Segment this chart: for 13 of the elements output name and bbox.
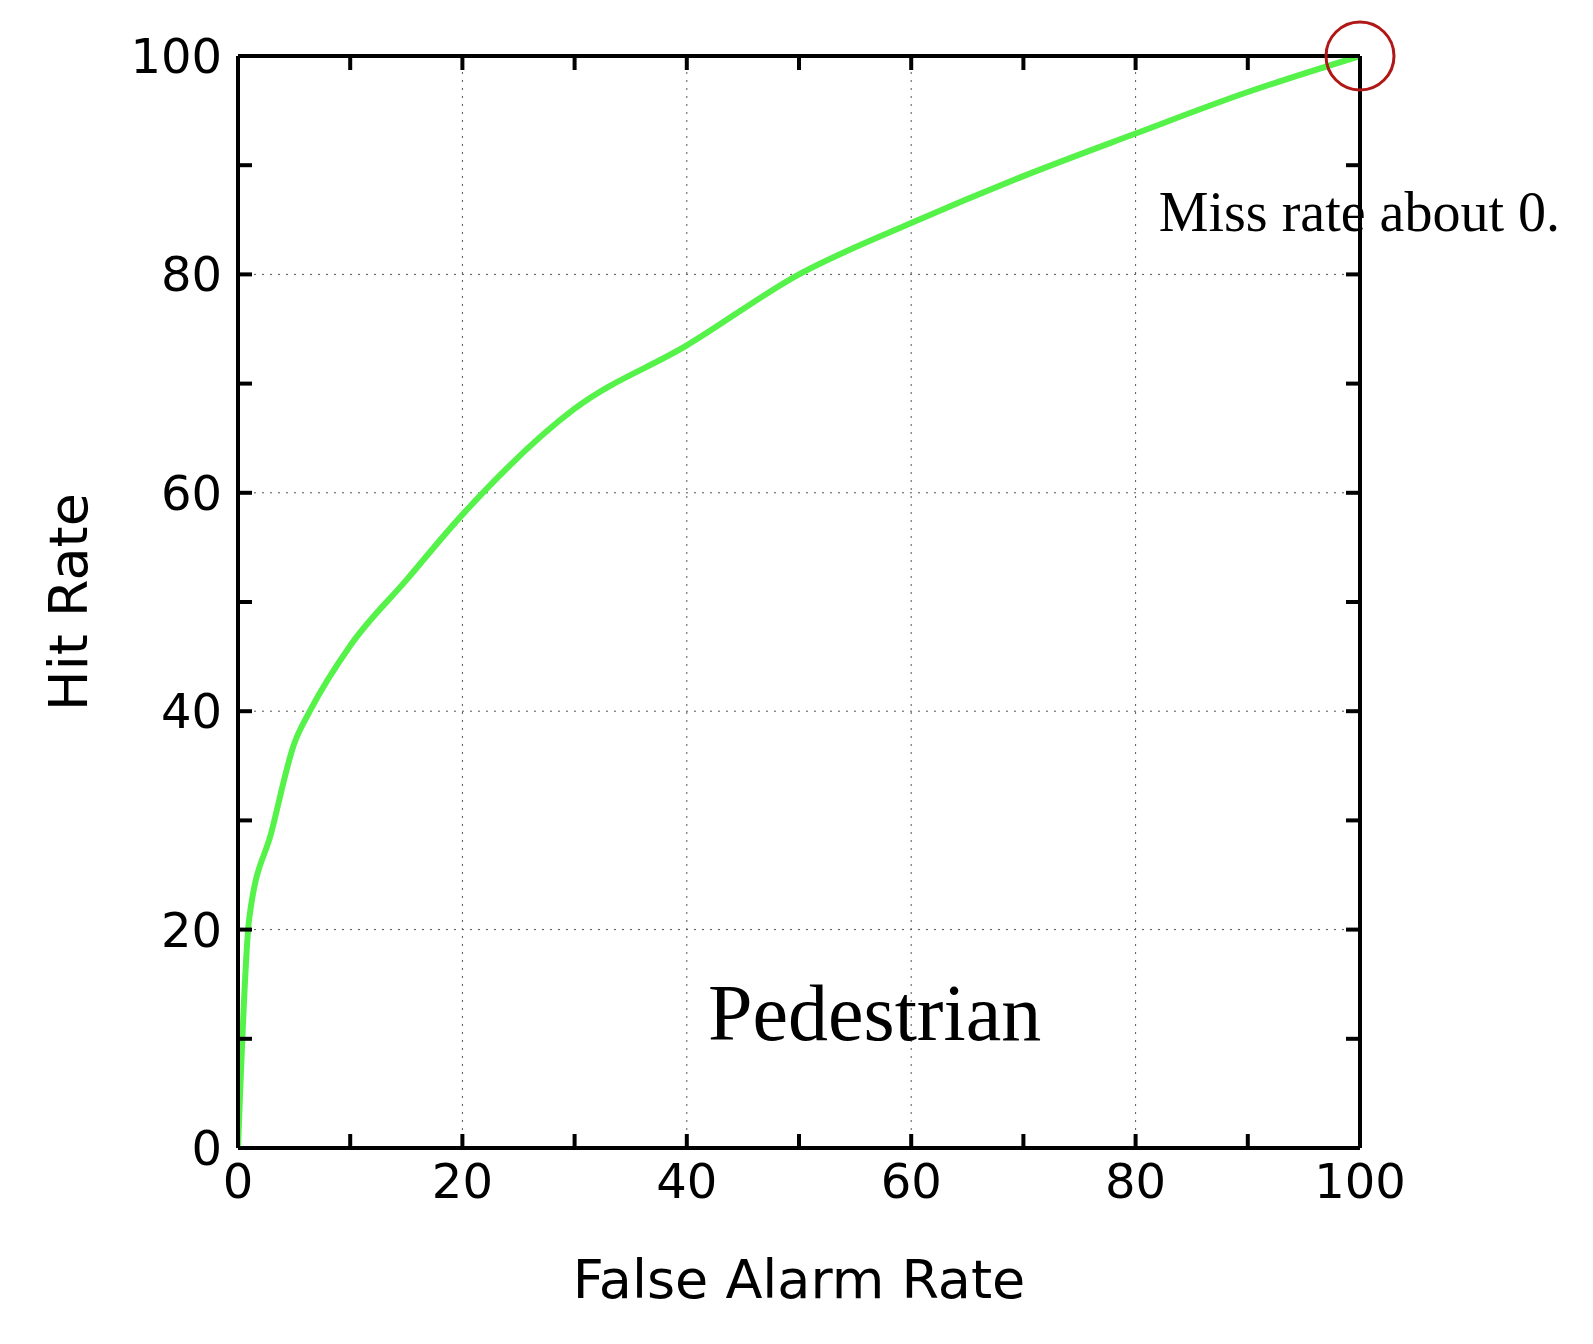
x-tick-label: 60 <box>880 1153 942 1210</box>
y-tick-label: 60 <box>160 464 222 521</box>
y-tick-label: 80 <box>160 246 222 303</box>
x-tick-label: 100 <box>1314 1153 1406 1210</box>
y-axis-title: Hit Rate <box>37 493 101 711</box>
x-tick-label: 40 <box>656 1153 718 1210</box>
annotation: Pedestrian <box>708 968 1042 1059</box>
y-tick-label: 100 <box>130 28 222 85</box>
y-tick-label: 20 <box>160 901 222 958</box>
x-tick-label: 20 <box>431 1153 493 1210</box>
y-tick-label: 40 <box>160 683 222 740</box>
x-axis-title: False Alarm Rate <box>572 1248 1026 1311</box>
x-tick-label: 80 <box>1105 1153 1167 1210</box>
